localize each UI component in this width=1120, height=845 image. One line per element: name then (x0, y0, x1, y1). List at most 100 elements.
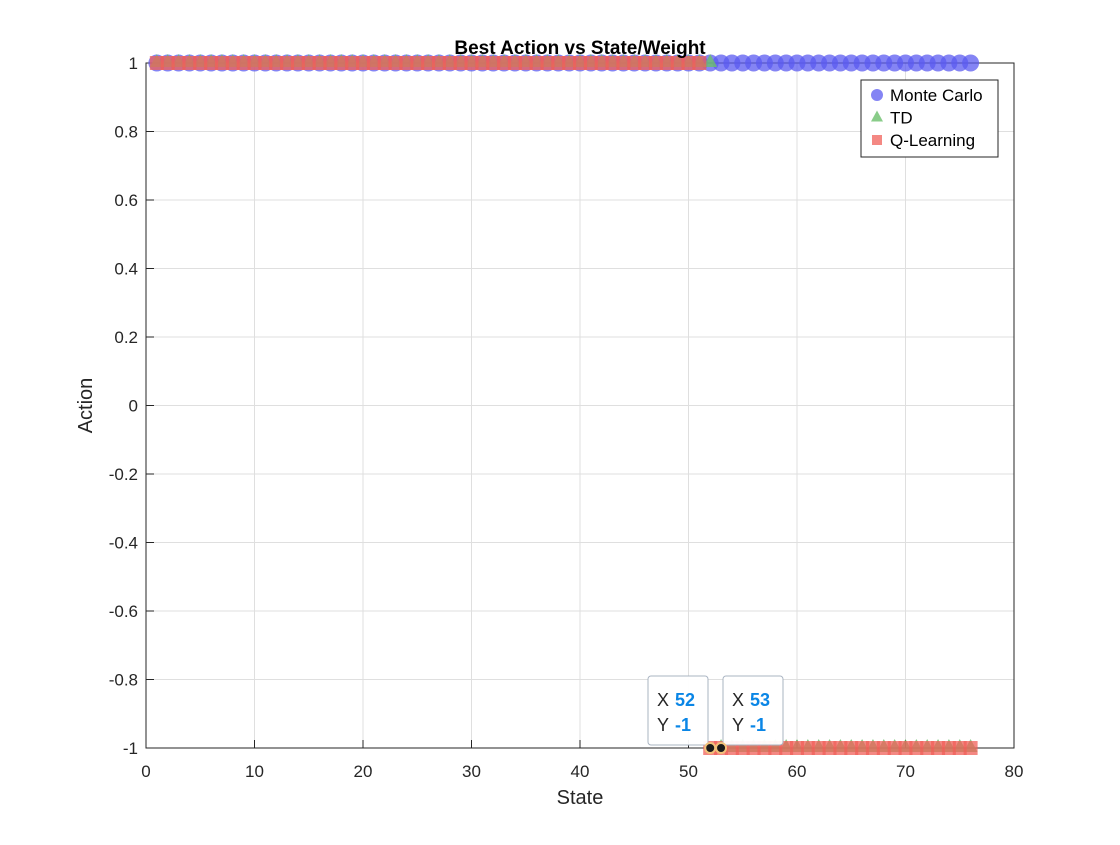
data-point[interactable] (280, 56, 295, 70)
data-point[interactable] (540, 56, 555, 70)
data-point[interactable] (920, 741, 935, 755)
data-point[interactable] (670, 56, 685, 70)
data-point[interactable] (486, 56, 501, 70)
data-point[interactable] (225, 56, 240, 70)
data-point[interactable] (431, 56, 446, 70)
data-point[interactable] (518, 56, 533, 70)
datatip[interactable]: X 52 Y -1 (647, 675, 717, 754)
x-tick-label: 0 (141, 762, 150, 781)
datatip-anchor-marker[interactable] (715, 742, 728, 754)
legend-marker-icon (872, 135, 882, 145)
data-point[interactable] (963, 741, 978, 755)
data-point[interactable] (551, 56, 566, 70)
legend-item[interactable]: TD (871, 109, 913, 128)
data-point[interactable] (648, 56, 663, 70)
data-point[interactable] (562, 56, 577, 70)
x-tick-label: 30 (462, 762, 481, 781)
data-point[interactable] (388, 56, 403, 70)
data-point[interactable] (616, 56, 631, 70)
data-point[interactable] (247, 56, 262, 70)
datatips[interactable]: X 52 Y -1 X 53 Y -1 (647, 675, 784, 754)
data-point[interactable] (356, 56, 370, 70)
data-point[interactable] (193, 56, 208, 70)
data-point[interactable] (822, 741, 837, 755)
data-point[interactable] (962, 54, 980, 72)
data-point[interactable] (931, 741, 946, 755)
x-tick-label: 20 (354, 762, 373, 781)
datatip-x-label: X (657, 690, 669, 710)
data-point[interactable] (171, 56, 186, 70)
data-point[interactable] (214, 56, 229, 70)
data-point[interactable] (236, 56, 251, 70)
data-point[interactable] (800, 741, 815, 755)
data-point[interactable] (464, 56, 479, 70)
data-point[interactable] (377, 56, 392, 70)
y-tick-label: -0.4 (109, 534, 138, 553)
data-point[interactable] (149, 56, 164, 70)
data-point[interactable] (399, 56, 414, 70)
data-point[interactable] (844, 741, 859, 755)
data-point[interactable] (334, 56, 349, 70)
data-point[interactable] (497, 56, 512, 70)
data-point[interactable] (855, 741, 870, 755)
data-point[interactable] (160, 56, 175, 70)
data-point[interactable] (703, 54, 718, 67)
data-point[interactable] (323, 56, 338, 70)
data-point[interactable] (507, 56, 522, 70)
chart-title: Best Action vs State/Weight (454, 38, 706, 59)
series-q-learning (149, 56, 978, 755)
data-point[interactable] (301, 56, 316, 70)
data-point[interactable] (442, 56, 457, 70)
data-point[interactable] (366, 56, 381, 70)
data-point[interactable] (345, 56, 360, 70)
data-point[interactable] (659, 56, 674, 70)
datatip-y-row: Y -1 (657, 715, 691, 735)
legend-item[interactable]: Q-Learning (872, 131, 975, 150)
data-point[interactable] (605, 56, 620, 70)
data-point[interactable] (909, 741, 924, 755)
data-point[interactable] (583, 56, 598, 70)
datatip-anchor-marker[interactable] (704, 742, 717, 754)
data-point[interactable] (269, 56, 284, 70)
data-point[interactable] (865, 741, 880, 755)
x-tick-label: 50 (679, 762, 698, 781)
data-point[interactable] (887, 741, 902, 755)
data-point[interactable] (290, 56, 305, 70)
data-point[interactable] (258, 56, 273, 70)
data-point[interactable] (876, 741, 891, 755)
data-point[interactable] (627, 56, 642, 70)
data-markers (148, 54, 980, 755)
y-axis-label: Action (75, 378, 97, 434)
data-point[interactable] (573, 56, 587, 70)
datatip[interactable]: X 53 Y -1 (715, 675, 784, 754)
data-point[interactable] (204, 56, 219, 70)
data-point[interactable] (594, 56, 609, 70)
data-point[interactable] (312, 56, 327, 70)
data-point[interactable] (681, 56, 696, 70)
data-point[interactable] (529, 56, 544, 70)
data-point[interactable] (182, 56, 197, 70)
datatip-x-row: X 52 (657, 690, 695, 710)
data-point[interactable] (692, 56, 707, 70)
y-tick-label: 0.8 (114, 123, 138, 142)
data-point[interactable] (410, 56, 425, 70)
data-point[interactable] (898, 741, 913, 755)
data-point[interactable] (833, 741, 848, 755)
y-axis: 1 0.8 0.6 0.4 0.2 0 -0.2 -0.4 -0.6 -0.8 -1 (109, 54, 154, 758)
x-tick-label: 70 (896, 762, 915, 781)
legend[interactable]: Monte Carlo TD Q-Learning (860, 79, 999, 158)
datatip-y-value: -1 (750, 715, 766, 735)
x-tick-label: 10 (245, 762, 264, 781)
data-point[interactable] (638, 56, 653, 70)
data-point[interactable] (952, 741, 967, 755)
y-tick-label: 0.6 (114, 191, 138, 210)
data-point[interactable] (790, 741, 804, 755)
data-point[interactable] (811, 741, 826, 755)
data-point[interactable] (453, 56, 468, 70)
legend-item[interactable]: Monte Carlo (871, 86, 983, 105)
data-point[interactable] (421, 56, 436, 70)
data-point[interactable] (475, 56, 490, 70)
y-tick-label: -1 (123, 739, 138, 758)
data-point[interactable] (941, 741, 956, 755)
y-tick-label: 1 (129, 54, 138, 73)
